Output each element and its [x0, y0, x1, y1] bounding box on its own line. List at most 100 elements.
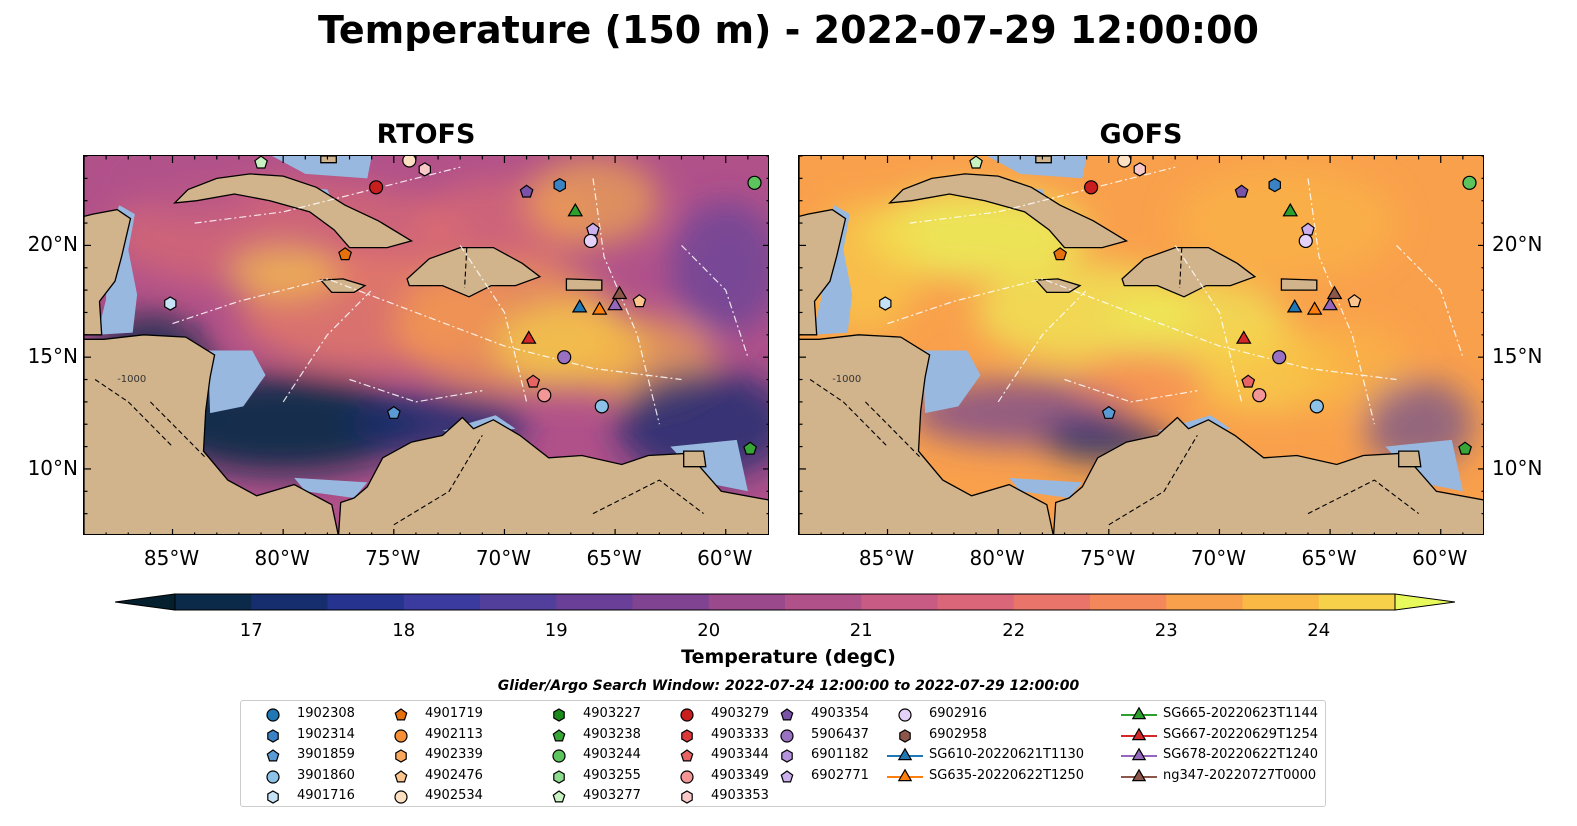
land-puertorico: [565, 278, 603, 291]
colorbar-segment: [403, 594, 481, 610]
legend-marker: [898, 708, 912, 722]
legend-marker: [1121, 768, 1157, 781]
lon-tick-label: 75°W: [1080, 546, 1136, 570]
shallow-shelf: [207, 350, 266, 414]
legend-marker: [680, 749, 694, 762]
colorbar-tick-label: 23: [1154, 620, 1178, 641]
obs-4903277: [254, 156, 268, 169]
legend-marker: [394, 769, 408, 782]
obs-5906437: [1272, 350, 1287, 365]
temperature-blob: [1175, 167, 1397, 279]
legend-symbol: [552, 749, 566, 763]
obs-SG667-20220629T1254: [520, 330, 537, 344]
legend-label: 6902771: [811, 767, 869, 783]
lon-tick-label: 80°W: [969, 546, 1025, 570]
colorbar-segment: [327, 594, 405, 610]
land-central: [84, 156, 339, 534]
obs-4901716: [164, 296, 177, 311]
lon-tick-label: 70°W: [475, 546, 532, 570]
legend-label: SG667-20220629T1254: [1163, 726, 1319, 742]
colorbar-segment: [937, 594, 1015, 610]
minor-ticks: [84, 156, 768, 534]
legend-label: 6902958: [929, 726, 987, 742]
legend-marker: [780, 708, 794, 721]
land-southam: [337, 416, 768, 534]
panel-title-gofs: GOFS: [1099, 119, 1183, 150]
obs-4903349: [1252, 388, 1267, 403]
legend-symbol: [899, 728, 911, 743]
eez-line: [172, 278, 682, 381]
colorbar-extend-high: [1394, 593, 1456, 611]
lat-tick-label: 15°N: [27, 344, 78, 369]
lon-tick-label: 60°W: [1412, 546, 1468, 570]
legend-symbol: [680, 708, 694, 722]
border-line: [865, 401, 922, 459]
legend-marker: [266, 708, 280, 722]
colorbar-segment: [1166, 594, 1244, 610]
legend-symbol: [394, 728, 408, 743]
colorbar-segment: [480, 594, 557, 610]
colorbar-tick-label: 17: [239, 620, 263, 641]
land-cuba: [887, 173, 1129, 249]
legend-label: SG635-20220622T1250: [929, 767, 1085, 783]
legend-marker: [552, 749, 566, 763]
land-cuba: [172, 173, 414, 249]
colorbar-segment: [632, 594, 710, 610]
obs-4903349: [537, 388, 552, 403]
legend-marker: [680, 769, 694, 784]
shallow-shelf: [922, 350, 981, 414]
obs-3901859: [1101, 405, 1116, 419]
obs-SG678-20220622T1240: [607, 296, 623, 311]
legend-label: SG678-20220622T1240: [1163, 747, 1319, 762]
obs-4901716: [879, 296, 892, 311]
contour-label: -1000: [117, 374, 146, 385]
border-line: [94, 379, 173, 447]
colorbar-segment: [1013, 594, 1091, 610]
legend-label: 4903238: [583, 726, 641, 742]
legend-symbol: [267, 790, 279, 804]
colorbar-extend-low: [114, 593, 176, 611]
eez-line: [887, 278, 1397, 381]
legend-marker: [1121, 706, 1157, 720]
legend-symbol: [552, 790, 566, 803]
lat-tick-label: 10°N: [1492, 455, 1543, 480]
map-gofs[interactable]: -1000: [798, 155, 1484, 535]
lon-tick-label: 70°W: [1190, 546, 1247, 570]
legend-marker: [1121, 747, 1157, 761]
obs-4901719: [1053, 247, 1068, 261]
obs-4903277: [969, 156, 983, 169]
land-trinidad: [683, 450, 707, 468]
lat-tick-label: 20°N: [1492, 232, 1543, 257]
obs-3901860: [1309, 399, 1324, 414]
legend-symbol: [266, 708, 280, 722]
lon-tick-label: 80°W: [254, 546, 310, 570]
obs-SG610-20220621T1130: [1286, 298, 1303, 313]
border-line: [1108, 435, 1198, 526]
colorbar-segment: [175, 594, 252, 610]
colorbar-title: Temperature (degC): [681, 646, 896, 668]
eez-line: [997, 289, 1088, 403]
legend-symbol: [681, 790, 693, 804]
lat-tick-label: 20°N: [27, 232, 78, 257]
lon-tick-label: 75°W: [365, 546, 421, 570]
legend-symbol: [552, 728, 566, 741]
eez-line: [681, 244, 749, 358]
legend-label: 4903353: [711, 788, 769, 803]
legend-symbol: [1131, 747, 1147, 761]
legend-marker: [394, 708, 408, 721]
legend-label: 4903227: [583, 706, 641, 721]
colorbar-segment: [1090, 594, 1167, 610]
legend-marker: [394, 728, 408, 743]
legend-symbol: [394, 769, 408, 782]
eez-line: [349, 378, 483, 403]
legend-label: 5906437: [811, 726, 869, 742]
obs-4903344: [1241, 374, 1256, 388]
legend-marker: [780, 728, 794, 743]
legend-marker: [887, 747, 923, 761]
legend-label: 4903244: [583, 747, 641, 762]
minor-ticks: [799, 156, 1483, 534]
obs-3901859: [386, 405, 401, 419]
obs-6902916: [583, 233, 598, 249]
lat-tick-label: 15°N: [1492, 344, 1543, 369]
map-rtofs[interactable]: -1000: [83, 155, 769, 535]
